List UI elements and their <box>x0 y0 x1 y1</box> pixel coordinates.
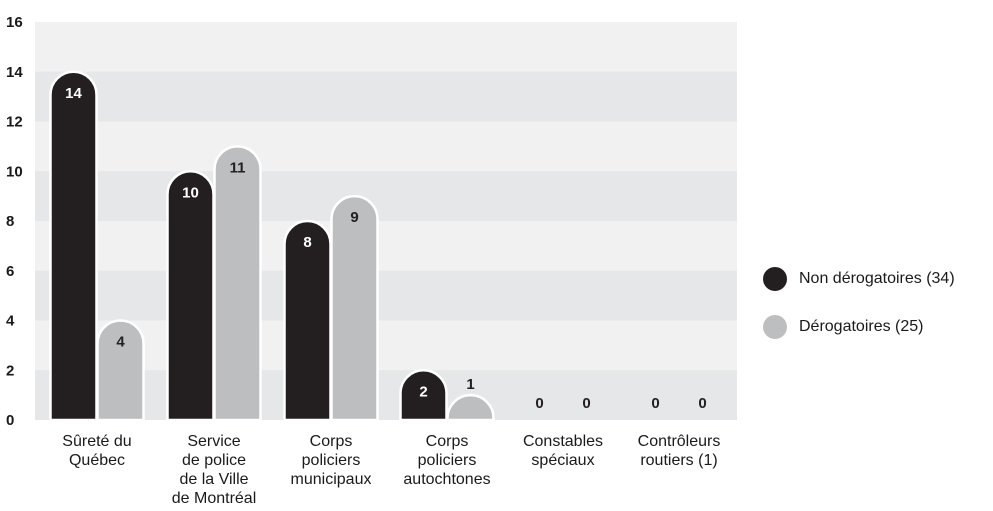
category-label: Québec <box>69 452 125 469</box>
data-label: 14 <box>65 85 82 102</box>
y-tick-label: 10 <box>6 163 23 180</box>
category-label: de la Ville <box>179 471 248 488</box>
legend: Non dérogatoires (34) Dérogatoires (25) <box>763 266 988 362</box>
y-tick-label: 12 <box>6 114 23 131</box>
bar <box>96 319 145 422</box>
legend-label-derogatoires: Dérogatoires (25) <box>799 318 924 335</box>
category-label: policiers <box>302 452 361 469</box>
y-tick-label: 14 <box>6 64 23 81</box>
category-label: Corps <box>426 433 469 450</box>
legend-item-derogatoires: Dérogatoires (25) <box>763 314 988 340</box>
legend-item-non-derogatoires: Non dérogatoires (34) <box>763 266 988 292</box>
legend-swatch-derogatoires <box>763 315 787 339</box>
category-label: Sûreté du <box>62 433 131 450</box>
data-label: 0 <box>698 395 706 412</box>
category-label: Constables <box>523 433 603 450</box>
data-label: 10 <box>182 184 199 201</box>
bar <box>446 393 495 422</box>
y-tick-label: 4 <box>6 313 15 330</box>
bar <box>49 70 98 422</box>
category-label: policiers <box>418 452 477 469</box>
data-label: 0 <box>651 395 659 412</box>
data-label: 11 <box>230 159 246 176</box>
y-tick-label: 6 <box>6 263 14 280</box>
category-label: Contrôleurs <box>638 433 721 450</box>
bar <box>283 219 332 422</box>
data-label: 4 <box>116 334 125 351</box>
grid-band <box>35 71 737 122</box>
y-tick-label: 0 <box>6 412 14 429</box>
data-label: 9 <box>350 209 358 226</box>
category-label: de police <box>182 452 246 469</box>
data-label: 8 <box>303 234 311 251</box>
y-tick-label: 16 <box>6 14 23 31</box>
category-label: Corps <box>310 433 353 450</box>
grid-bands <box>35 22 737 420</box>
grid-band <box>35 171 737 221</box>
data-label: 0 <box>582 395 590 412</box>
bar <box>330 194 379 422</box>
legend-label-non-derogatoires: Non dérogatoires (34) <box>799 270 955 287</box>
legend-swatch-non-derogatoires <box>763 267 787 291</box>
y-tick-label: 8 <box>6 213 14 230</box>
grid-band <box>35 370 737 420</box>
x-axis: Sûreté du Québec Service de police de la Vil… <box>62 433 720 507</box>
category-label: routiers (1) <box>640 452 717 469</box>
category-label: autochtones <box>403 471 490 488</box>
category-label: Service <box>187 433 240 450</box>
category-label: municipaux <box>291 471 372 488</box>
category-label: spéciaux <box>531 452 594 469</box>
bar <box>166 170 215 422</box>
bar <box>213 145 262 422</box>
data-label: 0 <box>535 395 543 412</box>
y-tick-label: 2 <box>6 362 14 379</box>
bar <box>399 369 448 422</box>
category-label: de Montréal <box>172 490 257 507</box>
y-axis: 0 2 4 6 8 10 12 14 16 <box>6 14 23 429</box>
data-label: 1 <box>466 376 474 393</box>
grid-band <box>35 270 737 321</box>
data-label: 2 <box>419 383 427 400</box>
